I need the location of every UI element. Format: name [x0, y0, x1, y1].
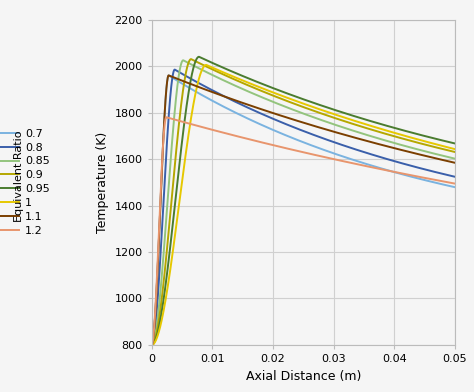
- 1.1: [297, 119, 302, 124]
- 1.2: [289, 147, 294, 152]
- 1.2: [164, 115, 169, 120]
- 1: [452, 147, 458, 152]
- 1: [443, 145, 449, 149]
- 0.8: [289, 124, 294, 129]
- 0.9: [297, 103, 302, 108]
- Line: 1.1: 1.1: [152, 75, 455, 345]
- 1: [149, 343, 155, 347]
- 0.7: [443, 183, 449, 188]
- 0.95: [297, 96, 302, 100]
- Line: 1: 1: [152, 65, 455, 345]
- 0.7: [149, 343, 155, 347]
- 0.95: [443, 139, 449, 144]
- 1.2: [452, 181, 458, 186]
- 1.1: [452, 160, 458, 165]
- 0.9: [289, 100, 294, 105]
- 0.85: [149, 343, 155, 347]
- 0.8: [164, 137, 170, 142]
- 0.85: [443, 154, 449, 159]
- 0.85: [388, 140, 393, 144]
- Line: 0.95: 0.95: [152, 57, 455, 345]
- 1.1: [444, 158, 449, 163]
- Line: 1.2: 1.2: [152, 117, 455, 345]
- 1.2: [388, 169, 393, 174]
- 0.85: [444, 154, 449, 159]
- 1: [444, 145, 449, 149]
- 0.85: [181, 58, 186, 63]
- 1.2: [149, 343, 155, 347]
- 1.1: [289, 116, 294, 121]
- 0.9: [443, 147, 449, 152]
- 0.8: [149, 343, 155, 347]
- 0.7: [164, 79, 170, 84]
- 0.9: [444, 148, 449, 152]
- 1.1: [166, 73, 172, 78]
- 0.8: [452, 174, 458, 179]
- 0.7: [166, 73, 172, 78]
- 0.9: [164, 245, 170, 250]
- 1.1: [443, 158, 449, 163]
- 0.85: [164, 204, 170, 209]
- Line: 0.9: 0.9: [152, 59, 455, 345]
- 1.1: [164, 79, 170, 84]
- 0.95: [388, 125, 393, 129]
- Line: 0.7: 0.7: [152, 75, 455, 345]
- 0.85: [289, 107, 294, 111]
- 0.7: [289, 135, 294, 140]
- X-axis label: Axial Distance (m): Axial Distance (m): [246, 370, 361, 383]
- 0.95: [149, 343, 155, 347]
- 0.7: [388, 169, 393, 174]
- 0.85: [297, 110, 302, 114]
- 1.1: [388, 145, 393, 150]
- 1: [203, 63, 209, 67]
- Legend: 0.7, 0.8, 0.85, 0.9, 0.95, 1, 1.1, 1.2: 0.7, 0.8, 0.85, 0.9, 0.95, 1, 1.1, 1.2: [0, 129, 50, 236]
- 1: [164, 288, 170, 292]
- 0.85: [452, 156, 458, 161]
- Text: Equivalent Ratio: Equivalent Ratio: [14, 131, 24, 222]
- 0.95: [196, 54, 202, 59]
- 0.8: [388, 158, 393, 162]
- 0.95: [452, 141, 458, 146]
- 0.7: [297, 138, 302, 143]
- Line: 0.8: 0.8: [152, 69, 455, 345]
- 0.95: [444, 139, 449, 144]
- 0.7: [452, 185, 458, 190]
- 0.9: [188, 57, 194, 62]
- 1: [289, 97, 294, 102]
- 1: [388, 129, 393, 134]
- 0.9: [388, 133, 393, 138]
- 1.2: [164, 115, 170, 120]
- 0.8: [172, 67, 178, 72]
- 0.8: [444, 172, 449, 177]
- 0.8: [297, 127, 302, 132]
- 1.2: [444, 180, 449, 184]
- 0.9: [452, 150, 458, 154]
- 0.9: [149, 343, 155, 347]
- 0.95: [289, 93, 294, 97]
- 1: [297, 100, 302, 105]
- Line: 0.85: 0.85: [152, 60, 455, 345]
- 1.2: [297, 149, 302, 154]
- Y-axis label: Temperature (K): Temperature (K): [96, 132, 109, 233]
- 0.7: [444, 183, 449, 188]
- 1.1: [149, 343, 155, 347]
- 0.8: [443, 172, 449, 177]
- 0.95: [164, 270, 170, 275]
- 1.2: [443, 180, 449, 184]
